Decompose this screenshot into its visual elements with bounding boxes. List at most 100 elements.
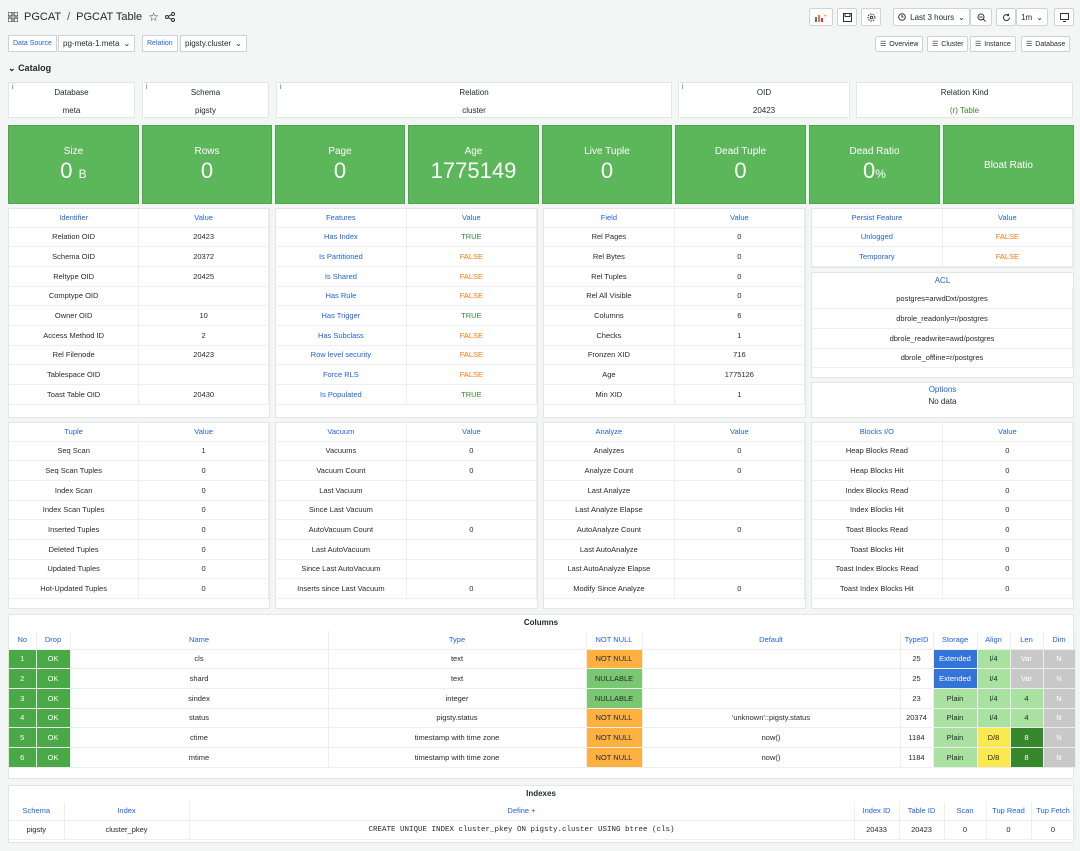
column-header[interactable]: Scan [944, 802, 987, 821]
row-key[interactable]: Has Index [276, 227, 407, 248]
dashboard-title[interactable]: PGCAT Table [76, 11, 143, 23]
table-cell: pigsty.status [328, 708, 587, 729]
add-panel-button[interactable]: + [809, 8, 833, 26]
row-key: Columns [544, 305, 675, 326]
info-icon[interactable]: i [682, 84, 684, 91]
table-row: Inserts since Last Vacuum 0 [276, 578, 538, 599]
column-header[interactable]: Value [674, 209, 806, 228]
column-header[interactable]: Persist Feature [812, 209, 943, 228]
column-header[interactable]: Dim [1043, 631, 1076, 650]
options-title: Options [928, 385, 957, 394]
info-icon[interactable]: i [146, 84, 148, 91]
grid-icon[interactable] [8, 12, 18, 22]
row-key[interactable]: Has Rule [276, 286, 407, 307]
refresh-interval-picker[interactable]: 1m ⌄ [1016, 8, 1048, 26]
column-header[interactable]: Value [674, 423, 806, 442]
nav-link-overview[interactable]: ☰ Overview [875, 36, 924, 52]
column-header[interactable]: Value [406, 209, 538, 228]
column-header[interactable]: NOT NULL [586, 631, 643, 650]
row-key: Rel Pages [544, 227, 675, 248]
row-key: Last Analyze Elapse [544, 500, 675, 521]
tv-mode-button[interactable] [1054, 8, 1074, 26]
table-row: 2 OK shard text NULLABLE 25 Extended I/4 Var N [9, 668, 1076, 689]
save-button[interactable] [837, 8, 857, 26]
share-icon[interactable] [164, 12, 175, 22]
nav-link-cluster[interactable]: ☰ Cluster [927, 36, 969, 52]
row-key[interactable]: Unlogged [812, 227, 943, 248]
nav-link-database[interactable]: ☰ Database [1021, 36, 1071, 52]
column-header[interactable]: Blocks I/O [812, 423, 943, 442]
column-header[interactable]: Value [406, 423, 538, 442]
nav-link-instance[interactable]: ☰ Instance [970, 36, 1016, 52]
column-header[interactable]: Tup Fetch [1031, 802, 1076, 821]
column-header[interactable]: TypeID [900, 631, 934, 650]
table-header-row: No Drop Name Type NOT NULL Default TypeID Stora… [9, 631, 1076, 650]
column-header[interactable]: Identifier [9, 209, 140, 228]
row-key[interactable]: Has Subclass [276, 325, 407, 346]
row-catalog[interactable]: ⌄ Catalog [8, 63, 51, 74]
datasource-select[interactable]: pg-meta-1.meta ⌄ [58, 35, 136, 52]
table-cell: 2 [9, 668, 37, 689]
table-row: Unlogged FALSE [812, 227, 1074, 248]
column-header[interactable]: Value [942, 209, 1074, 228]
column-header[interactable]: Features [276, 209, 407, 228]
relation-select[interactable]: pigsty.cluster ⌄ [180, 35, 247, 52]
settings-button[interactable] [861, 8, 881, 26]
row-key[interactable]: Is Shared [276, 266, 407, 287]
row-key[interactable]: Force RLS [276, 364, 407, 385]
column-header[interactable]: Align [977, 631, 1011, 650]
column-header[interactable]: Default [642, 631, 901, 650]
row-key[interactable]: Is Populated [276, 384, 407, 405]
row-key[interactable]: Temporary [812, 246, 943, 267]
column-header[interactable]: Table ID [899, 802, 945, 821]
table-row: Columns 6 [544, 305, 806, 326]
column-header[interactable]: Field [544, 209, 675, 228]
acl-entry: postgres=arwdDxt/postgres [812, 289, 1073, 310]
table-row: Toast Index Blocks Read 0 [812, 559, 1074, 580]
table-row: Vacuum Count 0 [276, 460, 538, 481]
column-header[interactable]: Value [942, 423, 1074, 442]
time-range-picker[interactable]: Last 3 hours ⌄ [893, 8, 970, 26]
row-key[interactable]: Row level security [276, 345, 407, 366]
info-icon[interactable]: i [280, 84, 282, 91]
column-header[interactable]: Tuple [9, 423, 140, 442]
acl-table: postgres=arwdDxt/postgres dbrole_readonly… [812, 289, 1073, 369]
column-header[interactable]: Schema [9, 802, 65, 821]
catalog-relation-panel: i Relation cluster [276, 82, 672, 118]
row-key[interactable]: Is Partitioned [276, 246, 407, 267]
table-cell: N [1043, 708, 1076, 729]
stat-size: Size 0 B [8, 125, 139, 204]
star-icon[interactable]: ☆ [148, 10, 159, 24]
stat-label: Page [328, 146, 352, 157]
column-header[interactable]: Vacuum [276, 423, 407, 442]
table-cell: OK [36, 688, 71, 709]
column-header[interactable]: Define + [189, 802, 855, 821]
column-header[interactable]: Analyze [544, 423, 675, 442]
row-key: Last Vacuum [276, 480, 407, 501]
column-header[interactable]: Name [70, 631, 329, 650]
row-value: 0 [138, 460, 269, 481]
row-value [674, 500, 806, 521]
row-value: 0 [674, 519, 806, 540]
column-header[interactable]: Index ID [854, 802, 900, 821]
refresh-button[interactable] [996, 8, 1016, 26]
table-cell: NOT NULL [586, 727, 643, 748]
column-header[interactable]: Value [138, 423, 269, 442]
row-value: 0 [942, 539, 1074, 560]
table-cell: 5 [9, 727, 37, 748]
info-icon[interactable]: i [12, 84, 14, 91]
column-header[interactable]: Value [138, 209, 269, 228]
column-header[interactable]: Index [64, 802, 190, 821]
breadcrumb-folder[interactable]: PGCAT [24, 11, 62, 23]
column-header[interactable]: Storage [933, 631, 978, 650]
column-header[interactable]: Tup Read [986, 802, 1032, 821]
row-value: 0 [138, 578, 269, 599]
stat-unit: % [875, 167, 886, 181]
column-header[interactable]: Type [328, 631, 587, 650]
zoom-out-button[interactable] [970, 8, 992, 26]
column-header[interactable]: Drop [36, 631, 71, 650]
column-header[interactable]: No [9, 631, 37, 650]
row-value: 0 [138, 539, 269, 560]
column-header[interactable]: Len [1010, 631, 1044, 650]
row-key[interactable]: Has Trigger [276, 305, 407, 326]
